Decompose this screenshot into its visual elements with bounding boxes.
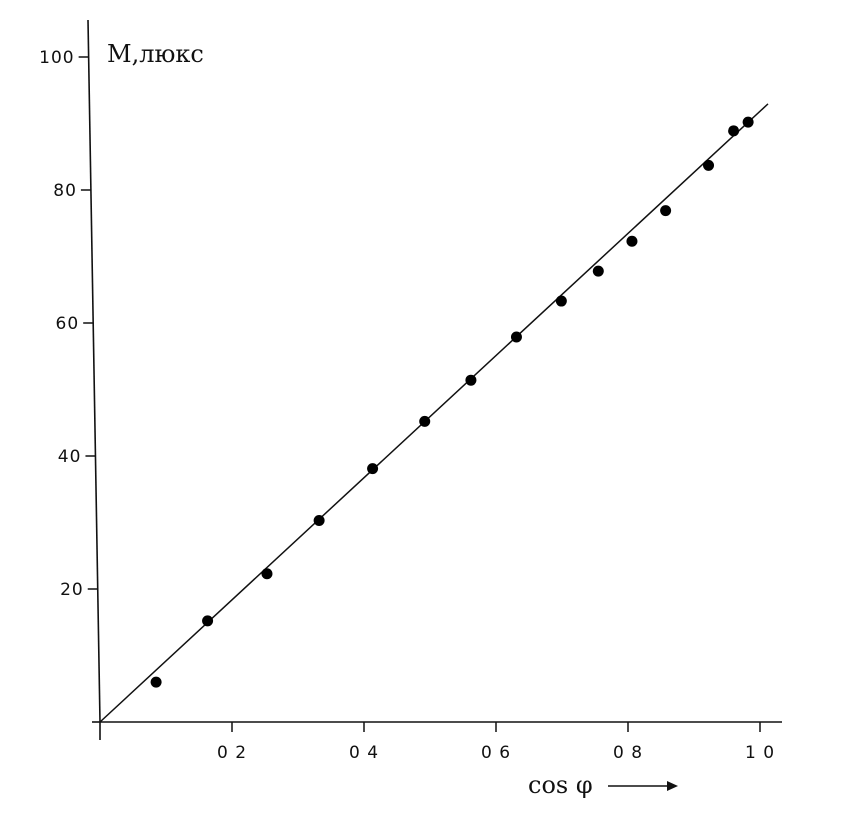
y-tick-label: 60 <box>56 314 80 334</box>
data-point <box>626 235 638 247</box>
y-tick-label: 80 <box>53 181 77 201</box>
data-point <box>367 463 379 475</box>
y-axis <box>87 19 101 723</box>
data-point <box>261 568 273 580</box>
y-tick-label: 40 <box>58 447 82 467</box>
data-point <box>150 676 162 688</box>
data-point <box>313 515 325 527</box>
data-point <box>419 415 431 427</box>
y-tick-label: 100 <box>39 48 74 68</box>
fit-line-group <box>99 103 769 723</box>
data-point <box>703 159 715 171</box>
x-ticks: 0 2 0 4 0 6 0 8 1 0 <box>217 722 775 763</box>
x-tick-label: 0 8 <box>613 743 643 763</box>
x-axis-label: cos φ <box>528 771 593 799</box>
data-point <box>728 125 740 137</box>
data-point <box>465 374 477 386</box>
y-axis-label: М,люкс <box>107 40 204 68</box>
data-point <box>510 331 522 343</box>
data-point <box>742 116 754 128</box>
x-tick-label: 0 2 <box>217 743 247 763</box>
fit-line <box>99 103 769 723</box>
x-tick-label: 1 0 <box>745 743 775 763</box>
data-point <box>660 205 672 217</box>
data-point <box>592 265 604 277</box>
y-tick-label: 20 <box>60 580 84 600</box>
data-point <box>555 295 567 307</box>
data-points <box>150 116 754 688</box>
axes <box>87 19 782 740</box>
data-point <box>202 615 214 627</box>
x-tick-label: 0 4 <box>349 743 379 763</box>
y-ticks: 20 40 60 80 100 <box>39 48 98 600</box>
x-tick-label: 0 6 <box>481 743 511 763</box>
x-axis-arrow <box>608 781 678 791</box>
